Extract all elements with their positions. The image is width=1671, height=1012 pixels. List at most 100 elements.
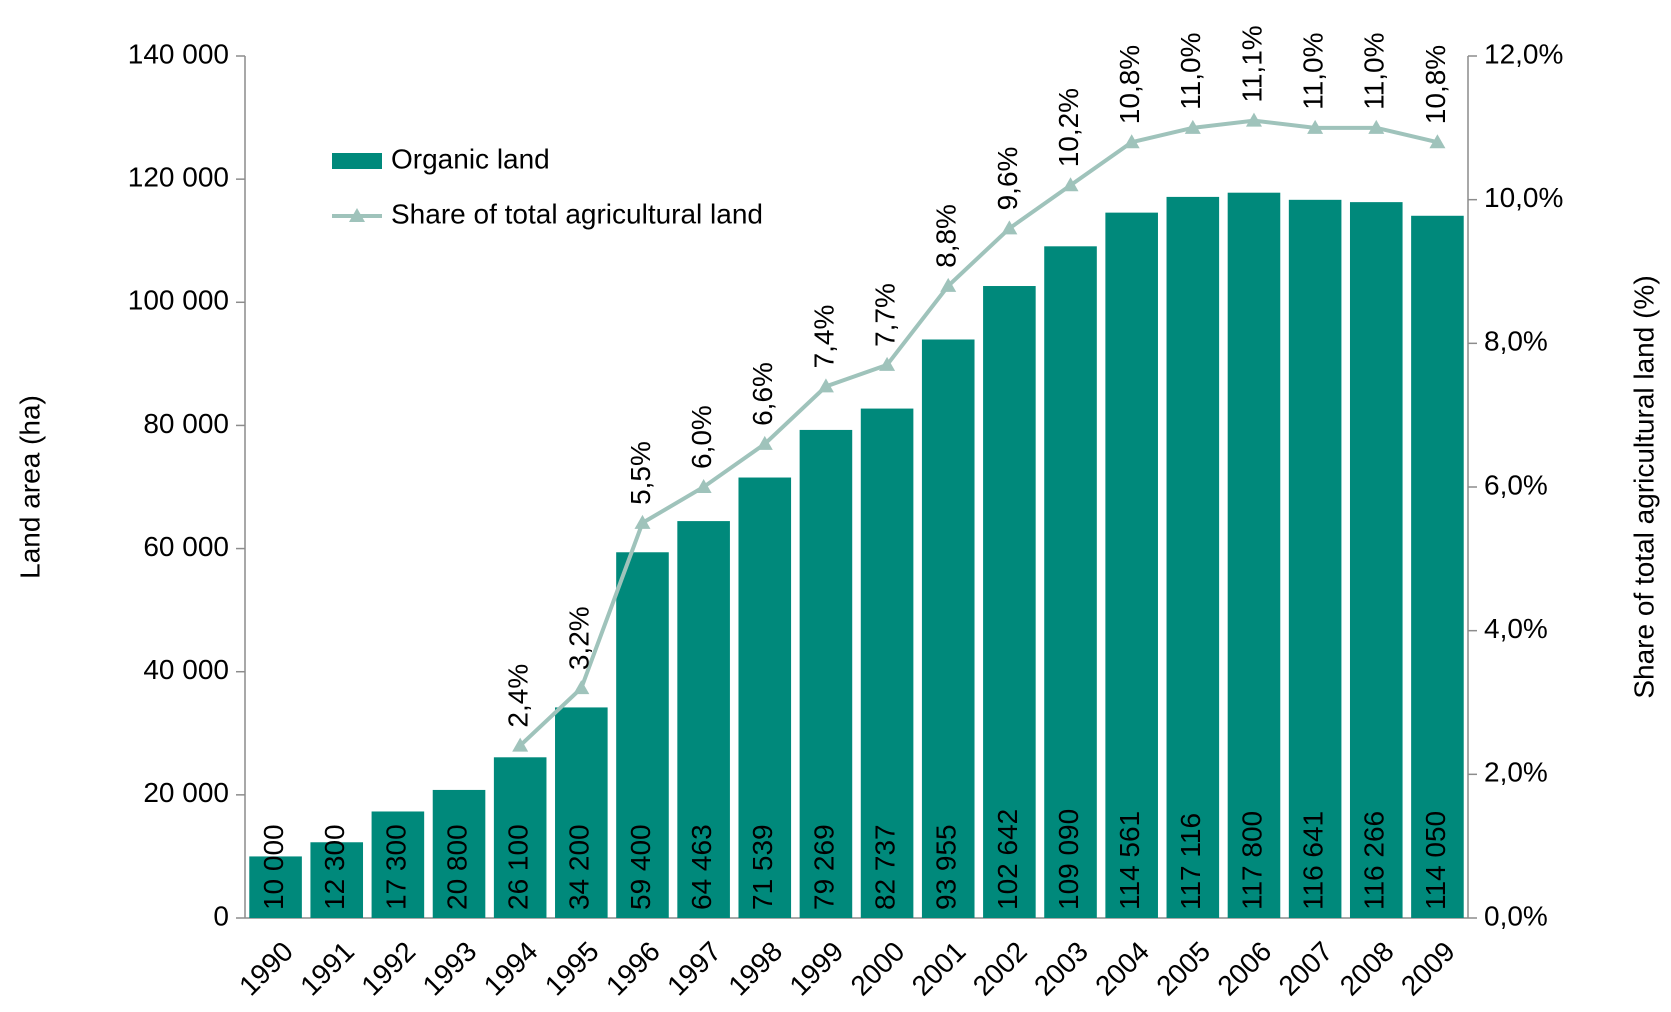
- y2-tick-label: 12,0%: [1484, 38, 1563, 69]
- legend-marker: [349, 208, 365, 222]
- bar-label: 117 116: [1175, 813, 1206, 910]
- bar-label: 20 800: [441, 824, 472, 910]
- y-tick-label: 80 000: [143, 408, 229, 439]
- line-marker: [879, 356, 896, 371]
- bar: [1288, 199, 1342, 918]
- bar-label: 93 955: [931, 824, 962, 910]
- x-tick-label: 1997: [661, 936, 727, 1002]
- line: [518, 118, 1438, 748]
- bar-label: 26 100: [503, 824, 534, 910]
- bar-label: 12 300: [319, 824, 350, 910]
- bar: [921, 339, 975, 919]
- y2-tick-label: 4,0%: [1484, 613, 1548, 644]
- bar-label: 71 539: [747, 824, 778, 910]
- bar: [249, 856, 302, 918]
- bar-label: 109 090: [1053, 809, 1084, 910]
- x-tick-label: 1995: [539, 936, 605, 1002]
- line-label: 11,0%: [1298, 33, 1329, 110]
- bar-label: 10 000: [258, 824, 289, 910]
- line-label: 7,4%: [808, 305, 839, 369]
- line-marker: [1062, 177, 1079, 192]
- bar: [799, 429, 853, 918]
- line-label: 7,7%: [869, 283, 900, 347]
- line-marker: [1001, 220, 1018, 235]
- line-label: 10,8%: [1420, 45, 1451, 124]
- y2-tick-label: 2,0%: [1484, 757, 1548, 788]
- x-tick-label: 2000: [845, 936, 911, 1002]
- x-tick-label: 2005: [1150, 936, 1216, 1002]
- bar-label: 116 266: [1359, 811, 1390, 910]
- line-marker: [1184, 119, 1201, 134]
- line-marker: [1307, 119, 1324, 134]
- x-tick-label: 2007: [1273, 936, 1339, 1002]
- bar: [677, 521, 730, 918]
- bar: [432, 789, 486, 918]
- bar: [616, 552, 669, 918]
- y2-tick-label: 10,0%: [1484, 182, 1563, 213]
- line-label: 10,2%: [1053, 88, 1084, 167]
- line-label: 11,0%: [1175, 33, 1206, 110]
- bar: [1349, 202, 1403, 919]
- y-tick-label: 100 000: [128, 285, 229, 316]
- bar: [1044, 246, 1097, 919]
- line-marker: [1123, 134, 1140, 149]
- line-marker: [512, 737, 529, 752]
- x-tick-label: 1999: [783, 936, 849, 1002]
- x-tick-label: 1992: [355, 936, 421, 1002]
- line-marker: [573, 680, 590, 695]
- x-tick-label: 1991: [294, 936, 360, 1002]
- line-marker: [1429, 134, 1446, 149]
- line-marker: [634, 514, 651, 529]
- y2-tick-label: 6,0%: [1484, 469, 1548, 500]
- line-marker: [756, 435, 773, 450]
- y2-tick-label: 8,0%: [1484, 326, 1548, 357]
- line-label: 8,8%: [931, 204, 962, 268]
- bar: [1411, 215, 1464, 919]
- legend-label: Share of total agricultural land: [391, 198, 763, 229]
- bar: [555, 707, 608, 918]
- bar: [860, 408, 914, 918]
- line-label: 2,4%: [503, 664, 534, 728]
- y2-tick-label: 0,0%: [1484, 900, 1548, 931]
- bar: [738, 477, 792, 918]
- bar-label: 114 561: [1114, 811, 1145, 910]
- x-tick-label: 2003: [1028, 936, 1094, 1002]
- line-marker: [817, 378, 834, 393]
- y-tick-label: 60 000: [143, 531, 229, 562]
- legend-swatch: [332, 153, 382, 169]
- y-tick-label: 40 000: [143, 654, 229, 685]
- x-tick-label: 1993: [417, 936, 483, 1002]
- y-tick-label: 0: [213, 900, 229, 931]
- y-axis-title: Land area (ha): [14, 395, 45, 579]
- bar-label: 116 641: [1298, 811, 1329, 910]
- line-marker: [1368, 119, 1385, 134]
- bar: [983, 286, 1036, 918]
- bar: [493, 757, 547, 918]
- bar: [1105, 212, 1158, 918]
- x-tick-label: 2006: [1211, 936, 1277, 1002]
- bar-label: 102 642: [992, 809, 1023, 910]
- bar-label: 17 300: [380, 824, 411, 910]
- x-tick-label: 1990: [233, 936, 299, 1002]
- y-tick-label: 120 000: [128, 162, 229, 193]
- x-tick-label: 2002: [967, 936, 1033, 1002]
- x-tick-label: 1998: [722, 936, 788, 1002]
- legend-label: Organic land: [391, 143, 550, 174]
- line-marker: [695, 479, 712, 493]
- y-tick-label: 20 000: [143, 777, 229, 808]
- bar-label: 82 737: [869, 824, 900, 910]
- line-label: 5,5%: [625, 441, 656, 505]
- x-tick-label: 1996: [600, 936, 666, 1002]
- line-label: 6,6%: [747, 362, 778, 426]
- bar-label: 114 050: [1420, 811, 1451, 910]
- x-tick-label: 1994: [478, 936, 544, 1002]
- line-label: 10,8%: [1114, 45, 1145, 124]
- line-label: 11,1%: [1236, 25, 1267, 102]
- x-tick-label: 2004: [1089, 936, 1155, 1002]
- bar-label: 64 463: [686, 824, 717, 910]
- line-marker: [1245, 112, 1262, 127]
- line-label: 9,6%: [992, 147, 1023, 211]
- line-label: 11,0%: [1359, 33, 1390, 110]
- x-tick-label: 2008: [1334, 936, 1400, 1002]
